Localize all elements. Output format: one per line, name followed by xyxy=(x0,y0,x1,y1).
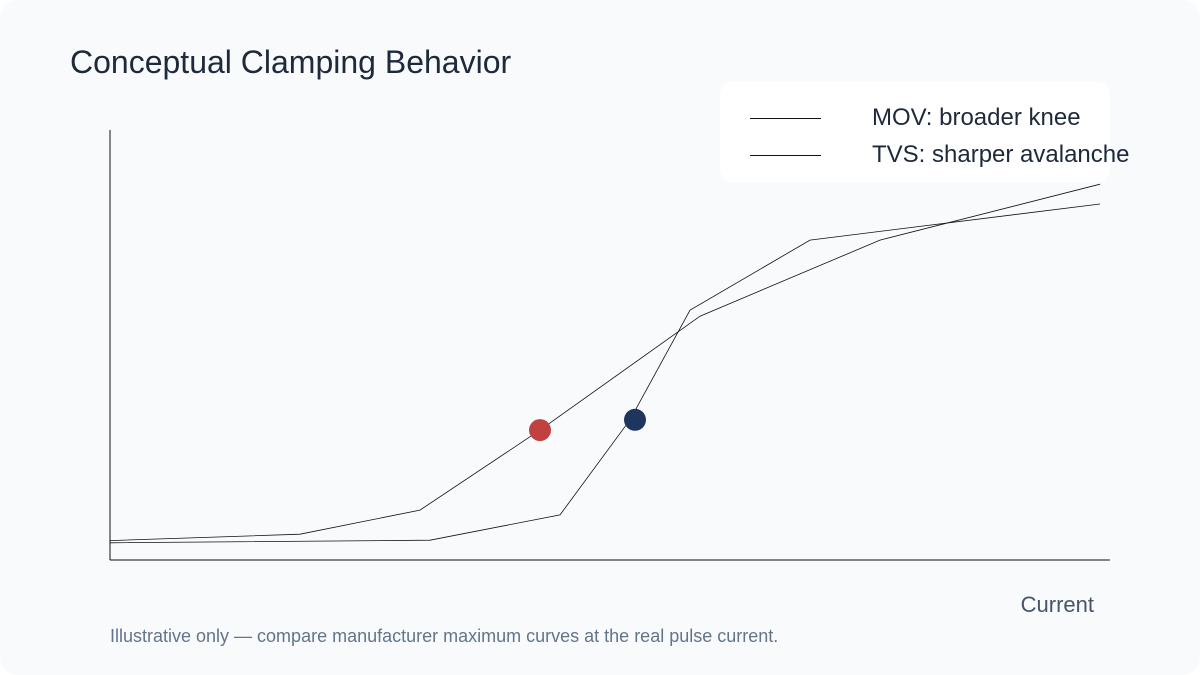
legend-swatch-mov xyxy=(750,118,821,119)
legend: MOV: broader knee TVS: sharper avalanche xyxy=(720,82,1129,182)
marker-point-0 xyxy=(529,419,551,442)
marker-point-1 xyxy=(624,408,646,431)
legend-swatch-tvs xyxy=(750,155,821,156)
legend-label-tvs: TVS: sharper avalanche xyxy=(872,141,1130,168)
footnote: Illustrative only — compare manufacturer… xyxy=(110,626,779,646)
legend-item-mov: MOV: broader knee xyxy=(750,104,1110,134)
x-axis-label: Current xyxy=(1020,592,1094,617)
legend-item-tvs: TVS: sharper avalanche xyxy=(750,141,1129,171)
series-layer xyxy=(109,183,1101,544)
marker-layer xyxy=(529,408,646,442)
series-line-1 xyxy=(109,203,1101,544)
series-line-0 xyxy=(109,183,1101,541)
legend-label-mov: MOV: broader knee xyxy=(872,104,1081,131)
chart-title: Conceptual Clamping Behavior xyxy=(70,44,512,80)
